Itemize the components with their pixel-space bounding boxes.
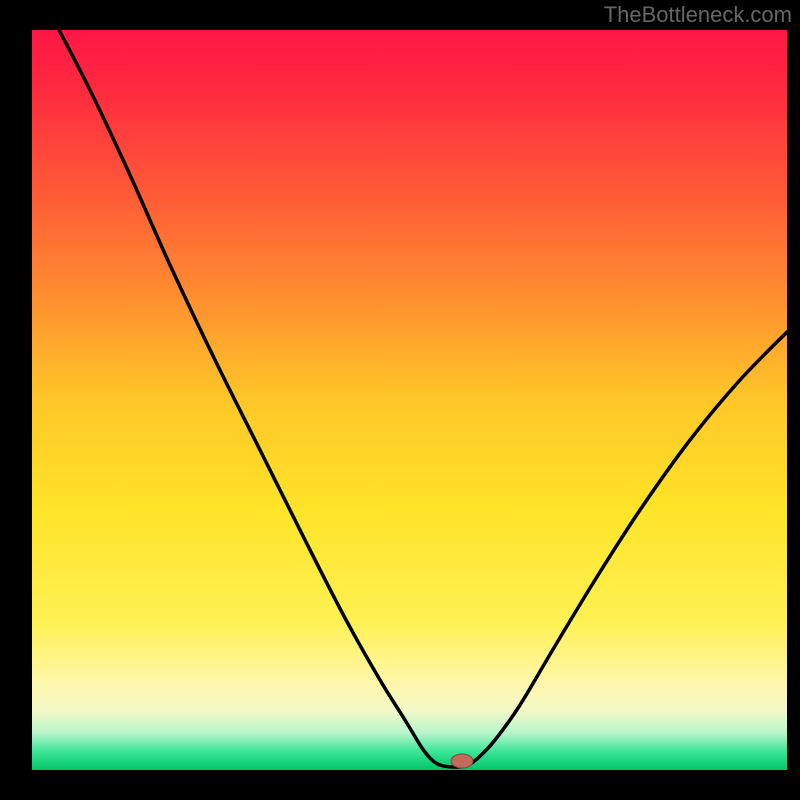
optimal-point-marker bbox=[451, 754, 473, 768]
frame-bottom bbox=[0, 770, 800, 800]
frame-right bbox=[787, 0, 800, 800]
frame-left bbox=[0, 0, 32, 800]
watermark-text: TheBottleneck.com bbox=[604, 2, 792, 28]
plot-background bbox=[32, 30, 787, 770]
bottleneck-chart bbox=[0, 0, 800, 800]
